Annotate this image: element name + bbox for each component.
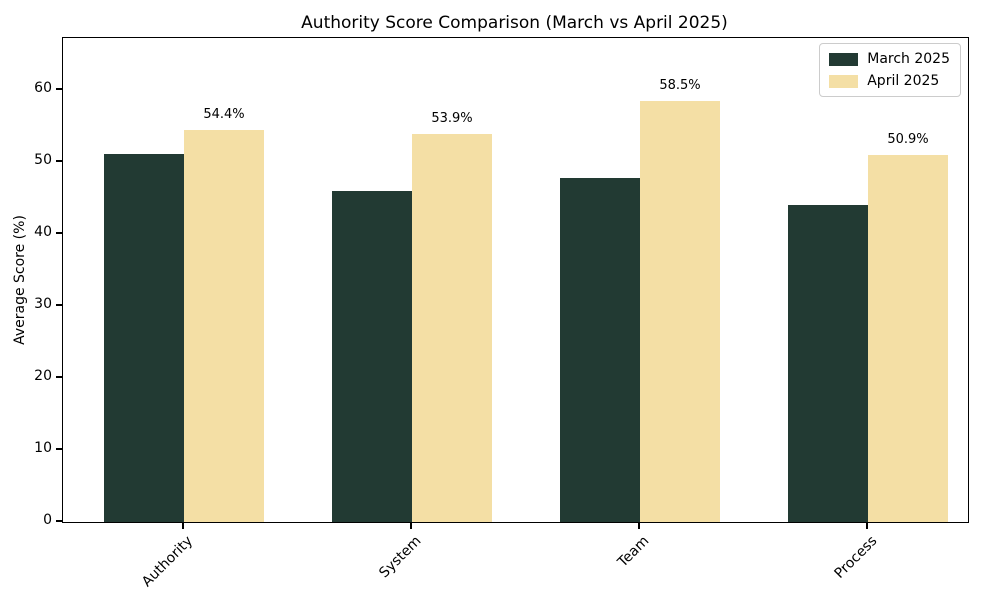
x-tick-label-system: System xyxy=(376,533,425,582)
legend: March 2025 April 2025 xyxy=(819,43,961,97)
bar-value-label: 54.4% xyxy=(203,107,245,123)
y-tick-label: 60 xyxy=(34,79,52,96)
y-tick-mark xyxy=(56,520,62,522)
y-tick-label: 50 xyxy=(34,151,52,168)
bar-value-label: 53.9% xyxy=(431,110,473,126)
legend-swatch-icon xyxy=(829,52,859,66)
bar-april-2025-process xyxy=(868,155,948,522)
y-tick-label: 0 xyxy=(43,512,52,528)
y-tick-label: 10 xyxy=(34,439,52,456)
x-tick-label-authority: Authority xyxy=(139,533,197,591)
legend-swatch-icon xyxy=(829,74,859,88)
y-tick-label: 20 xyxy=(34,367,52,384)
y-tick-mark xyxy=(56,447,62,450)
y-tick-mark xyxy=(56,303,62,306)
x-tick-mark xyxy=(410,523,412,529)
chart-title: Authority Score Comparison (March vs Apr… xyxy=(301,13,728,33)
bar-value-label: 58.5% xyxy=(659,77,701,93)
bar-value-label: 50.9% xyxy=(887,132,929,148)
plot-area: March 2025 April 2025 54.4% 53.9% 58.5% 50.9… xyxy=(62,37,969,523)
y-tick-label: 40 xyxy=(34,223,52,240)
x-tick-mark xyxy=(182,523,184,529)
y-tick-mark xyxy=(56,375,62,378)
legend-label: April 2025 xyxy=(867,73,940,89)
x-tick-label-process: Process xyxy=(831,533,881,582)
bar-april-2025-team xyxy=(640,100,720,522)
y-tick-mark xyxy=(56,231,62,234)
bar-april-2025-system xyxy=(412,133,492,522)
y-axis-label: Average Score (%) xyxy=(12,215,28,345)
bar-march-2025-authority xyxy=(104,153,184,522)
y-tick-mark xyxy=(56,159,62,162)
y-tick-mark xyxy=(56,87,62,90)
y-tick-label: 30 xyxy=(34,295,52,312)
x-tick-mark xyxy=(638,523,640,529)
legend-row-april-2025: April 2025 xyxy=(829,73,950,89)
legend-label: March 2025 xyxy=(867,51,950,67)
bar-april-2025-authority xyxy=(184,130,264,522)
x-tick-label-team: Team xyxy=(614,533,653,571)
bar-march-2025-system xyxy=(332,191,412,522)
bar-march-2025-process xyxy=(788,205,868,522)
legend-row-march-2025: March 2025 xyxy=(829,51,950,67)
bar-march-2025-team xyxy=(560,178,640,522)
x-tick-mark xyxy=(866,523,868,529)
